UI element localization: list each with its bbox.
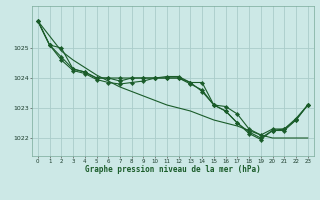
X-axis label: Graphe pression niveau de la mer (hPa): Graphe pression niveau de la mer (hPa)	[85, 165, 261, 174]
